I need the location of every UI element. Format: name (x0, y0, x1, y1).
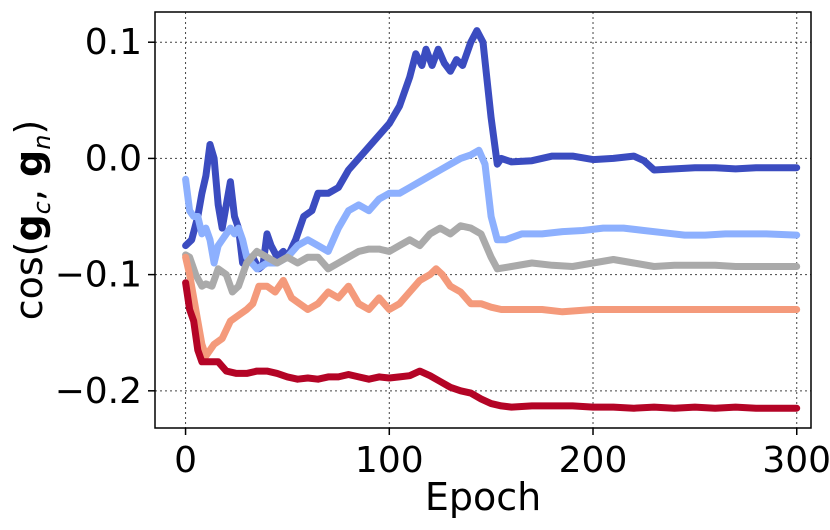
y-axis-label-sub-b: n (28, 135, 56, 150)
y-axis-label: cos(gc, gn) (7, 120, 56, 321)
x-tick-label: 300 (762, 440, 830, 481)
x-axis-label: Epoch (425, 475, 541, 519)
y-tick-label: −0.1 (55, 255, 142, 296)
y-axis-label-sub-a: c (28, 201, 56, 214)
y-axis-ticks: −0.2 −0.1 0.0 0.1 (55, 22, 155, 412)
x-axis-ticks: 0 100 200 300 (174, 428, 830, 481)
x-tick-label: 200 (559, 440, 628, 481)
x-tick-label: 0 (174, 440, 197, 481)
series-line-5 (182, 279, 801, 412)
plot-frame (154, 11, 812, 429)
series-line-4 (182, 253, 801, 360)
series-line-2 (182, 146, 801, 273)
series-line-1 (182, 27, 801, 273)
y-axis-label-var-a: g (7, 214, 51, 241)
series-line-3 (182, 222, 801, 296)
x-tick-label: 100 (355, 440, 424, 481)
y-axis-label-var-b: g (7, 150, 51, 177)
y-tick-label: 0.1 (85, 22, 142, 63)
y-axis-label-prefix: cos( (7, 242, 51, 321)
grid (155, 12, 811, 428)
y-axis-label-sep: , (7, 177, 51, 201)
plot-lines (182, 27, 801, 412)
y-tick-label: −0.2 (55, 371, 142, 412)
y-axis-label-suffix: ) (7, 120, 51, 135)
y-tick-label: 0.0 (85, 138, 142, 179)
